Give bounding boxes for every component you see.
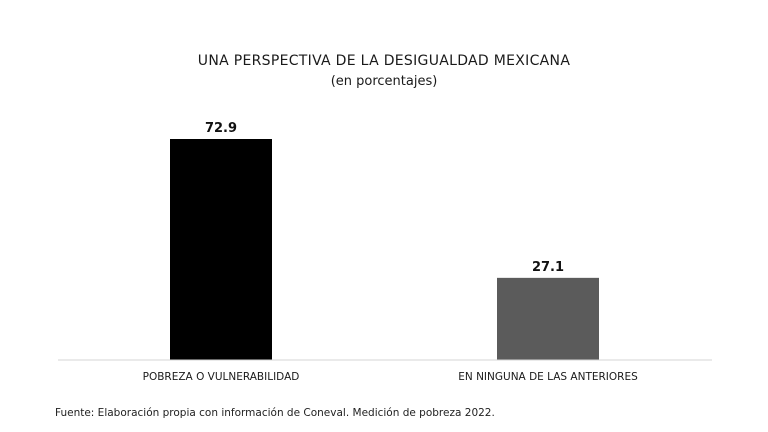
- bar-2: [497, 277, 599, 360]
- bars-group: [170, 139, 599, 360]
- chart-subtitle: (en porcentajes): [330, 74, 438, 89]
- bar-1: [170, 139, 272, 360]
- data-labels-group: 72.9 27.1: [205, 121, 564, 275]
- data-label-1: 72.9: [205, 121, 237, 136]
- category-label-2: EN NINGUNA DE LAS ANTERIORES: [458, 371, 638, 383]
- category-labels-group: POBREZA O VULNERABILIDAD EN NINGUNA DE LA…: [143, 371, 638, 383]
- source-note: Fuente: Elaboración propia con informaci…: [55, 407, 495, 419]
- chart-title: UNA PERSPECTIVA DE LA DESIGUALDAD MEXICA…: [197, 53, 571, 69]
- data-label-2: 27.1: [532, 260, 564, 275]
- category-label-1: POBREZA O VULNERABILIDAD: [143, 371, 300, 383]
